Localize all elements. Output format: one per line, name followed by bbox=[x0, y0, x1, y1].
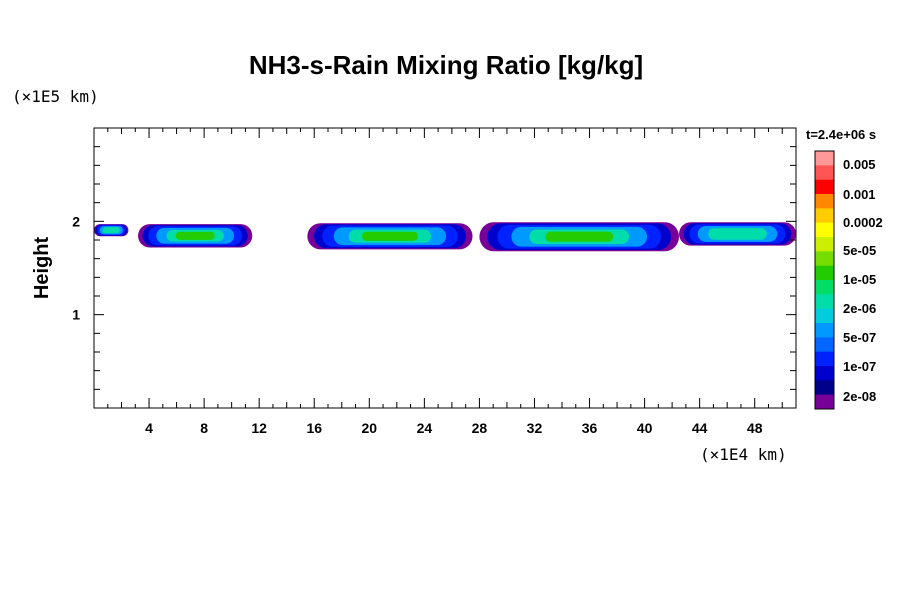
x-tick-label: 28 bbox=[472, 420, 488, 436]
colorbar-swatch bbox=[815, 194, 834, 209]
colorbar-swatch bbox=[815, 222, 834, 238]
colorbar-swatch bbox=[815, 351, 834, 367]
y-tick-label: 1 bbox=[72, 307, 80, 323]
colorbar-swatch bbox=[815, 308, 834, 324]
colorbar-swatch bbox=[815, 251, 834, 267]
colorbar-label: 1e-05 bbox=[843, 272, 876, 287]
cloud-band bbox=[679, 222, 796, 246]
colorbar-swatch bbox=[815, 394, 834, 410]
x-tick-label: 8 bbox=[200, 420, 208, 436]
colorbar-swatch bbox=[815, 280, 834, 295]
colorbar-swatch bbox=[815, 323, 834, 338]
cloud-contour bbox=[708, 228, 767, 240]
cloud-band bbox=[307, 223, 473, 250]
cloud-band bbox=[479, 222, 679, 252]
y-axis-label: Height bbox=[31, 237, 53, 300]
colorbar-swatch bbox=[815, 294, 834, 310]
cloud-band bbox=[94, 224, 129, 237]
colorbar-swatch bbox=[815, 179, 834, 195]
time-label: t=2.4e+06 s bbox=[806, 127, 876, 142]
x-tick-label: 32 bbox=[527, 420, 543, 436]
chart-title: NH3-s-Rain Mixing Ratio [kg/kg] bbox=[249, 50, 643, 80]
colorbar-swatch bbox=[815, 208, 834, 224]
x-tick-label: 24 bbox=[417, 420, 433, 436]
plot-frame bbox=[93, 127, 797, 409]
colorbar-swatch bbox=[815, 337, 834, 353]
colorbar-label: 1e-07 bbox=[843, 359, 876, 374]
x-tick-label: 36 bbox=[582, 420, 598, 436]
cloud-contour bbox=[545, 231, 614, 242]
colorbar-frame bbox=[814, 150, 835, 410]
colorbar-swatch bbox=[815, 165, 834, 181]
x-tick-label: 48 bbox=[747, 420, 763, 436]
x-tick-label: 44 bbox=[692, 420, 708, 436]
colorbar-swatch bbox=[815, 265, 834, 281]
y-tick-label: 2 bbox=[72, 213, 80, 229]
colorbar-swatch bbox=[815, 366, 834, 381]
cloud-band bbox=[138, 224, 253, 248]
colorbar-label: 5e-07 bbox=[843, 330, 876, 345]
colorbar-label: 0.001 bbox=[843, 187, 876, 202]
colorbar-label: 5e-05 bbox=[843, 243, 876, 258]
x-tick-label: 16 bbox=[306, 420, 322, 436]
colorbar-swatch bbox=[815, 151, 834, 166]
x-tick-label: 12 bbox=[251, 420, 267, 436]
colorbar-label: 2e-08 bbox=[843, 389, 876, 404]
cloud-contour bbox=[361, 231, 419, 241]
colorbar-swatch bbox=[815, 380, 834, 396]
colorbar-swatch bbox=[815, 237, 834, 252]
x-tick-label: 20 bbox=[362, 420, 378, 436]
colorbar: 0.005 0.001 0.0002 5e-05 1e-05 2e-06 5e-07 1e-0… bbox=[814, 150, 883, 410]
cloud-contour bbox=[175, 231, 215, 240]
colorbar-label: 2e-06 bbox=[843, 301, 876, 316]
cloud-field bbox=[94, 222, 796, 252]
colorbar-label: 0.005 bbox=[843, 157, 876, 172]
colorbar-label: 0.0002 bbox=[843, 215, 883, 230]
x-axis-unit: (×1E4 km) bbox=[700, 445, 787, 464]
cloud-contour bbox=[102, 227, 120, 234]
y-axis-unit: (×1E5 km) bbox=[12, 87, 99, 106]
x-tick-label: 40 bbox=[637, 420, 653, 436]
x-tick-label: 4 bbox=[145, 420, 153, 436]
